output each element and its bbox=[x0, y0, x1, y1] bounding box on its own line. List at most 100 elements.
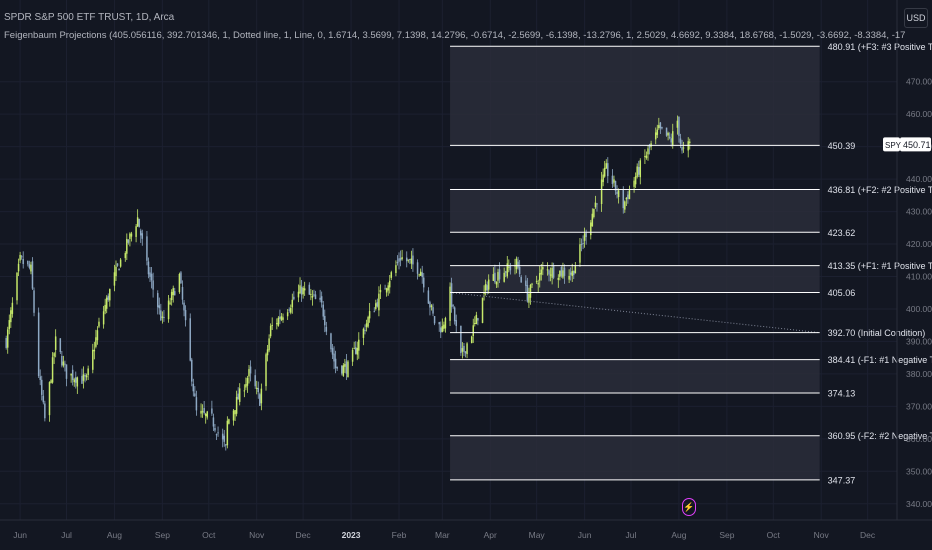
candle-body bbox=[401, 257, 403, 260]
candle-body bbox=[531, 283, 533, 285]
candle-body bbox=[498, 269, 501, 280]
candle-body bbox=[27, 260, 29, 265]
candle-body bbox=[119, 259, 122, 267]
candle-body bbox=[449, 286, 451, 321]
candle-body bbox=[616, 191, 618, 194]
candle-body bbox=[678, 116, 680, 137]
candle-body bbox=[115, 266, 117, 277]
last-price-label: 450.71 bbox=[903, 140, 931, 150]
candle-body bbox=[681, 147, 683, 151]
candle-body bbox=[104, 304, 106, 312]
x-tick-label: Aug bbox=[107, 530, 122, 540]
candle-body bbox=[61, 356, 63, 366]
candle-body bbox=[152, 280, 154, 290]
candle-body bbox=[54, 336, 57, 350]
candle-body bbox=[441, 326, 444, 332]
candle-body bbox=[351, 350, 354, 362]
level-label: 436.81 (+F2: #2 Positive Target) bbox=[828, 185, 932, 195]
candle-body bbox=[645, 155, 648, 159]
candle-body bbox=[432, 307, 434, 314]
candle-body bbox=[460, 325, 462, 354]
candle-body bbox=[225, 444, 227, 446]
candle-body bbox=[109, 289, 111, 301]
candle-body bbox=[409, 259, 411, 261]
candle-body bbox=[551, 267, 553, 278]
candle-body bbox=[486, 285, 488, 291]
candle-body bbox=[472, 325, 474, 336]
candle-body bbox=[286, 312, 289, 317]
symbol-title[interactable]: SPDR S&P 500 ETF TRUST, 1D, Arca bbox=[4, 12, 175, 23]
candle-body bbox=[639, 160, 642, 178]
candle-body bbox=[82, 374, 85, 381]
x-tick-label: Feb bbox=[392, 530, 407, 540]
candle-body bbox=[354, 347, 357, 354]
candle-body bbox=[659, 122, 662, 129]
candle-body bbox=[668, 136, 671, 138]
indicator-legend[interactable]: Feigenbaum Projections (405.056116, 392.… bbox=[4, 30, 906, 41]
candle-body bbox=[418, 274, 420, 276]
projection-band bbox=[450, 46, 820, 146]
candle-body bbox=[280, 316, 283, 321]
candle-body bbox=[396, 262, 399, 264]
currency-button[interactable]: USD bbox=[904, 8, 928, 28]
candle-body bbox=[542, 267, 544, 270]
candle-body bbox=[517, 261, 519, 268]
event-bolt-icon[interactable]: ⚡ bbox=[682, 498, 696, 516]
candle-body bbox=[399, 258, 402, 261]
candle-body bbox=[37, 312, 40, 377]
candle-body bbox=[333, 353, 335, 362]
candle-body bbox=[170, 291, 173, 301]
candle-body bbox=[525, 280, 527, 286]
candle-body bbox=[529, 284, 532, 298]
candle-body bbox=[562, 270, 564, 278]
candle-body bbox=[105, 297, 108, 309]
candle-body bbox=[163, 317, 165, 319]
candle-body bbox=[365, 323, 368, 328]
candle-body bbox=[633, 180, 635, 187]
candle-body bbox=[345, 361, 348, 374]
candle-body bbox=[515, 258, 518, 270]
candle-body bbox=[443, 324, 445, 329]
candle-body bbox=[438, 322, 440, 325]
candle-body bbox=[246, 377, 249, 386]
candle-body bbox=[466, 343, 468, 355]
candle-body bbox=[319, 297, 321, 300]
candle-body bbox=[416, 262, 419, 274]
candle-body bbox=[682, 147, 685, 149]
candle-body bbox=[607, 163, 609, 177]
candle-body bbox=[19, 254, 21, 261]
candle-body bbox=[265, 354, 267, 387]
candle-body bbox=[628, 190, 631, 200]
candle-body bbox=[398, 258, 400, 262]
candle-body bbox=[627, 194, 629, 199]
candle-body bbox=[552, 266, 555, 278]
candle-body bbox=[85, 375, 88, 378]
y-tick-label: 410.00 bbox=[906, 272, 932, 282]
candle-body bbox=[430, 305, 433, 308]
candle-body bbox=[444, 318, 447, 329]
candle-body bbox=[16, 272, 18, 301]
candle-body bbox=[423, 277, 425, 288]
candle-body bbox=[508, 266, 510, 268]
candle-body bbox=[192, 383, 195, 392]
candle-body bbox=[560, 266, 563, 276]
candle-body bbox=[342, 365, 345, 376]
y-tick-label: 350.00 bbox=[906, 466, 932, 476]
candle-body bbox=[211, 408, 213, 414]
candle-body bbox=[477, 318, 479, 321]
candle-body bbox=[147, 261, 150, 275]
candle-body bbox=[146, 236, 148, 261]
candle-body bbox=[41, 379, 43, 395]
candle-body bbox=[138, 218, 140, 228]
candle-body bbox=[126, 238, 128, 254]
candle-body bbox=[388, 280, 391, 288]
candle-body bbox=[672, 131, 674, 146]
x-tick-label: Nov bbox=[814, 530, 830, 540]
candle-body bbox=[191, 359, 193, 382]
candle-body bbox=[113, 272, 116, 286]
candle-body bbox=[237, 393, 239, 400]
candle-body bbox=[279, 316, 281, 319]
level-label: 374.13 bbox=[828, 388, 856, 398]
y-tick-label: 370.00 bbox=[906, 401, 932, 411]
